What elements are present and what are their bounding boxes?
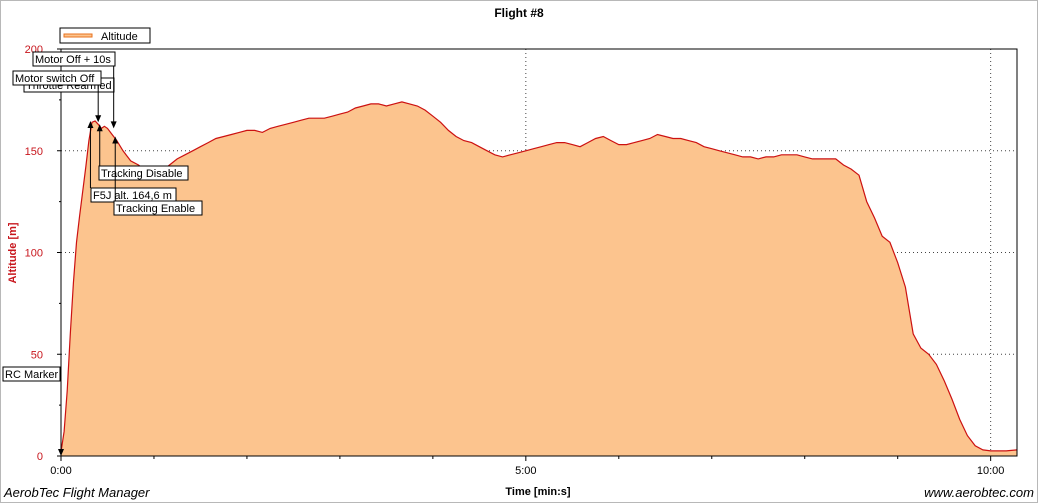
y-tick-label: 0: [37, 451, 43, 463]
x-axis-label: Time [min:s]: [505, 486, 571, 498]
annotation-marker[interactable]: RC Marker: [2, 366, 64, 456]
altitude-area-fill: [61, 101, 1017, 457]
footer-app-name: AerobTec Flight Manager: [3, 485, 150, 500]
annotation-label: F5J alt. 164,6 m: [93, 190, 172, 202]
annotation-label: Tracking Disable: [101, 168, 183, 180]
annotation-label: Tracking Enable: [116, 203, 195, 215]
annotation-marker[interactable]: Tracking Enable: [112, 136, 203, 216]
plot-area: [60, 101, 1018, 457]
y-tick-label: 100: [25, 248, 43, 260]
annotation-label: Motor switch Off: [15, 73, 95, 85]
annotation-arrow: [95, 115, 102, 123]
y-tick-label: 50: [31, 349, 43, 361]
annotation-box: [98, 165, 189, 181]
legend-swatch: [63, 33, 93, 38]
annotation-marker[interactable]: Motor switch Off: [12, 70, 102, 123]
annotation-marker[interactable]: Motor Off + 10s: [32, 51, 117, 129]
x-tick-label: 0:00: [50, 465, 71, 477]
annotation-arrow: [112, 136, 119, 144]
x-tick-label: 10:00: [977, 465, 1005, 477]
y-axis-label: Altitude [m]: [7, 222, 19, 283]
annotation-box: [2, 366, 61, 382]
legend-label: Altitude: [101, 31, 138, 43]
x-tick-label: 5:00: [515, 465, 536, 477]
annotation-arrow: [110, 121, 117, 129]
annotation-label: Motor Off + 10s: [35, 54, 111, 66]
annotation-label: RC Marker: [5, 369, 59, 381]
annotation-box: [32, 51, 116, 67]
chart-title: Flight #8: [494, 6, 544, 20]
legend[interactable]: Altitude: [59, 27, 151, 44]
legend-box: [59, 27, 151, 44]
annotation-marker[interactable]: F5J alt. 164,6 m: [87, 121, 177, 203]
annotation-arrow: [87, 121, 94, 129]
annotation-box: [113, 200, 203, 216]
annotation-box: [12, 70, 102, 86]
footer-website[interactable]: www.aerobtec.com: [924, 485, 1034, 500]
annotation-arrow: [58, 449, 64, 456]
annotation-arrow: [96, 124, 103, 132]
annotation-marker[interactable]: Tracking Disable: [96, 124, 189, 181]
y-tick-label: 150: [25, 146, 43, 158]
